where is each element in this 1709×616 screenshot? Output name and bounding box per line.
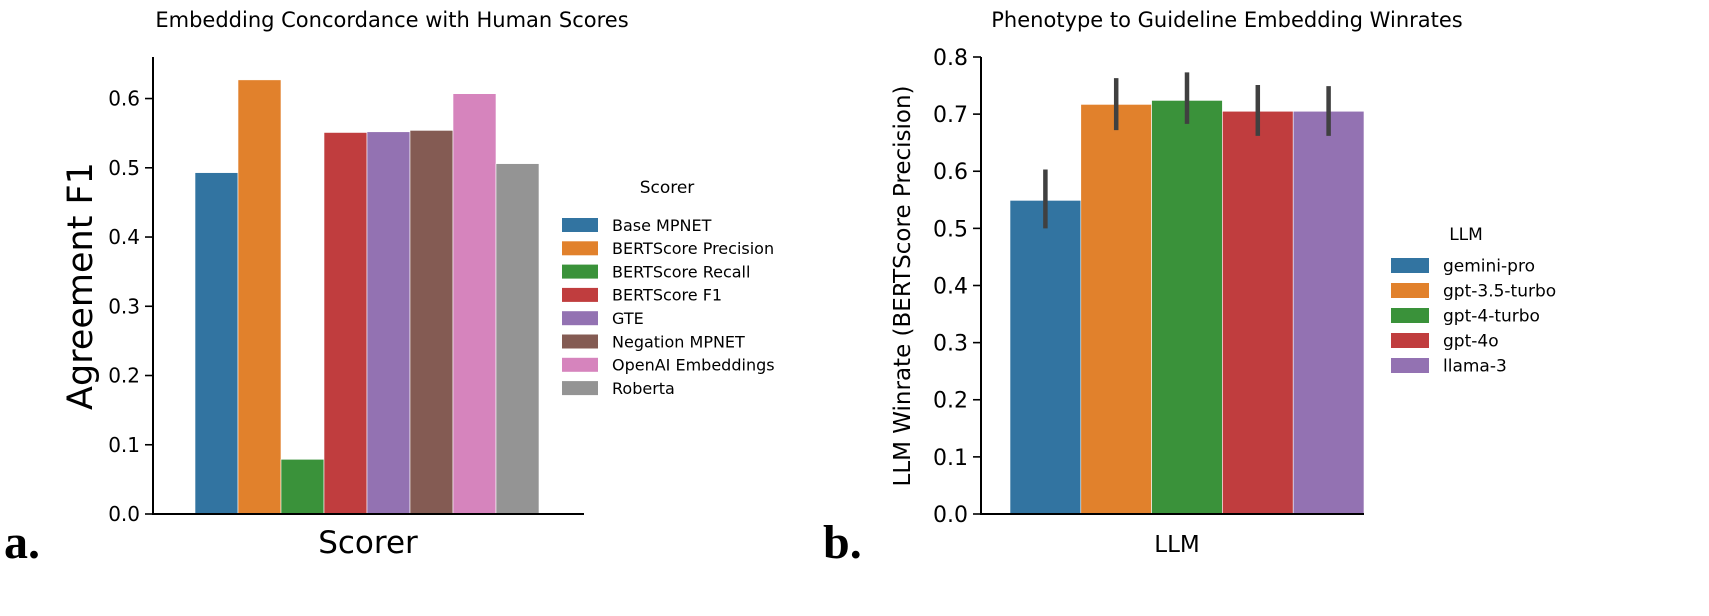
chart-a-bars <box>194 79 540 515</box>
chart-b-legend-label: gpt-4-turbo <box>1443 307 1540 327</box>
chart-b-legend-swatch <box>1391 283 1429 298</box>
chart-a-xlabel: Scorer <box>318 525 418 561</box>
chart-a-legend-swatch <box>562 218 598 232</box>
chart-a-yticks: 0.0 0.1 0.2 0.3 0.4 0.5 0.6 <box>108 87 153 526</box>
chart-b-ytick-label: 0.7 <box>933 103 968 128</box>
chart-a-bar-bertscore-precision <box>237 79 282 515</box>
chart-b-legend-swatch <box>1391 308 1429 323</box>
chart-a-ytick-label: 0.6 <box>108 87 140 111</box>
chart-b-bar-gpt-4-turbo <box>1151 100 1223 515</box>
chart-b-bars <box>1009 100 1365 515</box>
chart-b-legend-swatch <box>1391 258 1429 273</box>
chart-b-bar-gpt-4o <box>1222 110 1294 515</box>
chart-b-panel-label: b. <box>823 516 862 569</box>
chart-b-ytick-label: 0.2 <box>933 389 968 414</box>
chart-a-legend-label: Base MPNET <box>612 216 712 235</box>
chart-a-legend-swatch <box>562 381 598 396</box>
chart-a-bar-roberta <box>495 163 540 515</box>
chart-a-ytick-label: 0.3 <box>108 294 140 318</box>
chart-a-legend: Scorer Base MPNET BERTScore Precision BERT… <box>562 178 775 398</box>
chart-a-ylabel: Agreement F1 <box>61 162 101 410</box>
chart-b-bar-gpt-3-5-turbo <box>1080 104 1152 515</box>
chart-b-ytick-label: 0.1 <box>933 446 968 471</box>
chart-a-bar-negation-mpnet <box>409 130 454 515</box>
chart-a-title: Embedding Concordance with Human Scores <box>155 8 628 32</box>
chart-a-legend-swatch <box>562 264 598 279</box>
chart-b-title: Phenotype to Guideline Embedding Winrate… <box>991 8 1462 32</box>
chart-b-ytick-label: 0.5 <box>933 217 968 242</box>
chart-a-ytick-label: 0.5 <box>108 156 140 180</box>
chart-b-bar-gemini-pro <box>1009 200 1082 515</box>
chart-a-bar-bertscore-recall <box>280 458 325 515</box>
chart-a-bar-base-mpnet <box>194 172 239 515</box>
chart-a-bar-gte <box>366 131 411 515</box>
chart-a-legend-label: BERTScore Precision <box>612 239 774 258</box>
chart-a-legend-label: Negation MPNET <box>612 332 745 351</box>
chart-a-bar-bertscore-f1 <box>323 132 368 515</box>
chart-a-legend-title: Scorer <box>640 178 695 198</box>
chart-b-legend-swatch <box>1391 333 1429 348</box>
chart-a-legend-swatch <box>562 241 598 256</box>
chart-b-yticks: 0.0 0.1 0.2 0.3 0.4 0.5 0.6 0.7 0.8 <box>933 46 981 528</box>
chart-a-panel-label: a. <box>4 516 40 569</box>
chart-a-ytick-label: 0.0 <box>108 502 140 526</box>
chart-b-legend-swatch <box>1391 358 1429 373</box>
chart-a-ytick-label: 0.1 <box>108 433 140 457</box>
chart-b-legend-title: LLM <box>1449 225 1483 245</box>
chart-a-legend-swatch <box>562 311 598 326</box>
chart-b-ytick-label: 0.0 <box>933 503 968 528</box>
chart-b-legend-label: gpt-3.5-turbo <box>1443 282 1556 302</box>
chart-b-legend-label: gemini-pro <box>1443 257 1535 277</box>
chart-b-ytick-label: 0.6 <box>933 160 968 185</box>
chart-b-legend-label: llama-3 <box>1443 357 1507 377</box>
chart-a-legend-label: BERTScore Recall <box>612 262 750 281</box>
chart-a-legend-swatch <box>562 287 598 302</box>
chart-a-legend-swatch <box>562 357 598 372</box>
chart-b-ytick-label: 0.4 <box>933 274 968 299</box>
chart-b-ytick-label: 0.8 <box>933 46 968 71</box>
chart-a-legend-label: Roberta <box>612 379 675 398</box>
chart-a: Embedding Concordance with Human Scores … <box>4 8 775 569</box>
chart-b-errorbars <box>1043 72 1331 229</box>
chart-a-legend-label: GTE <box>612 309 644 328</box>
chart-a-legend-label: BERTScore F1 <box>612 286 722 305</box>
chart-b-bar-llama-3 <box>1292 110 1365 515</box>
chart-b-legend-label: gpt-4o <box>1443 332 1499 352</box>
chart-b: Phenotype to Guideline Embedding Winrate… <box>823 8 1556 569</box>
chart-b-ylabel: LLM Winrate (BERTScore Precision) <box>890 86 916 487</box>
chart-b-legend: LLM gemini-pro gpt-3.5-turbo gpt-4-turbo gp… <box>1391 225 1556 377</box>
chart-a-ytick-label: 0.4 <box>108 225 140 249</box>
chart-b-xlabel: LLM <box>1154 532 1199 558</box>
chart-a-ytick-label: 0.2 <box>108 364 140 388</box>
chart-a-bar-openai-embeddings <box>452 93 497 515</box>
chart-a-legend-label: OpenAI Embeddings <box>612 356 775 375</box>
chart-b-ytick-label: 0.3 <box>933 332 968 357</box>
chart-a-legend-swatch <box>562 334 598 349</box>
